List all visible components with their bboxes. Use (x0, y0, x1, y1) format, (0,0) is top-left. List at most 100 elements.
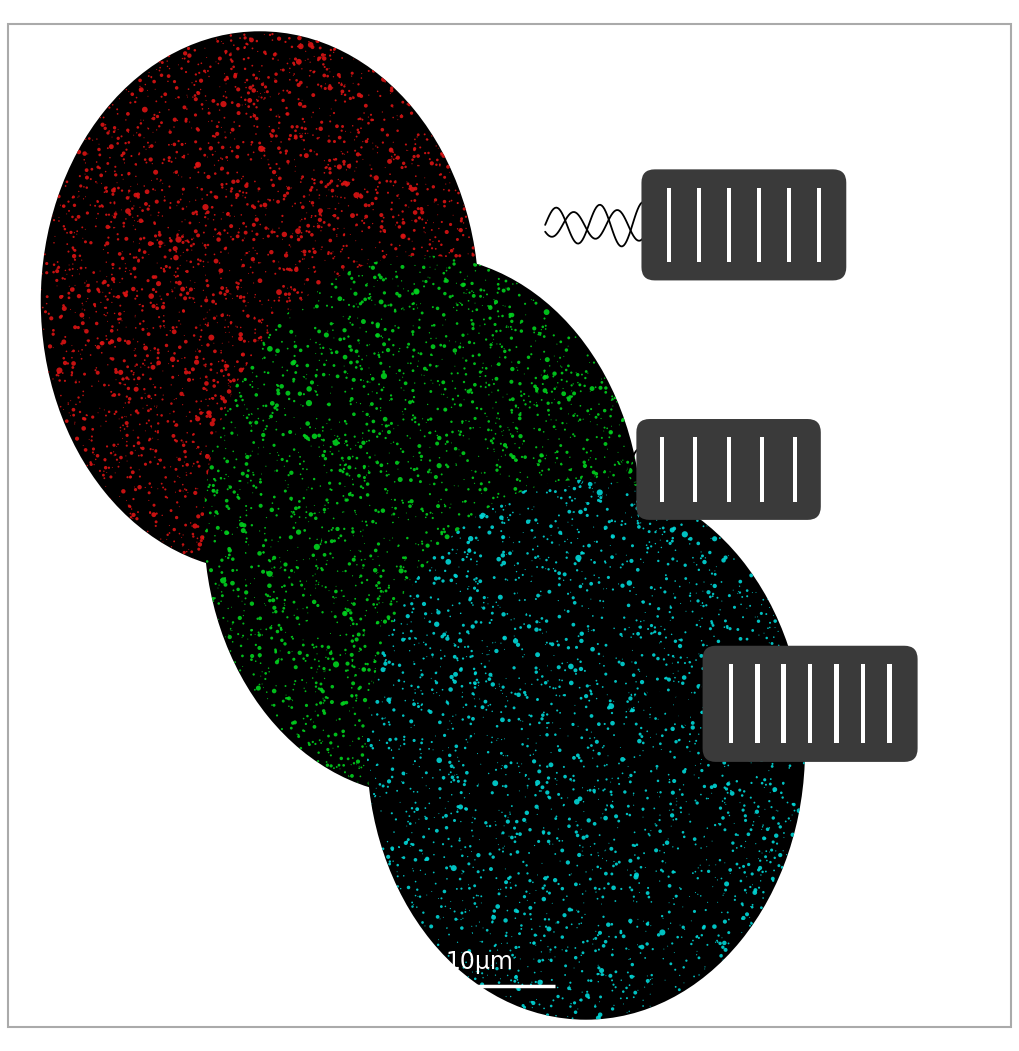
Point (437, 898, 453, 914)
Point (117, 263, 133, 280)
Point (170, 231, 186, 248)
Point (590, 492, 606, 509)
Point (373, 223, 389, 240)
Point (581, 452, 597, 469)
Point (331, 159, 347, 176)
Point (342, 409, 359, 426)
Point (237, 29, 254, 46)
Point (504, 449, 521, 466)
Point (150, 480, 166, 497)
Point (452, 841, 469, 858)
Point (377, 480, 393, 497)
Point (571, 523, 587, 540)
Point (358, 98, 374, 115)
Point (656, 844, 673, 861)
Point (487, 295, 503, 312)
Point (320, 744, 336, 761)
Point (344, 118, 361, 135)
Point (301, 512, 317, 529)
Point (392, 703, 409, 720)
Point (564, 710, 580, 727)
Point (471, 347, 487, 364)
Point (604, 704, 621, 721)
Point (621, 769, 637, 786)
Point (455, 285, 472, 302)
Point (487, 813, 503, 830)
Point (218, 524, 234, 541)
Point (162, 260, 178, 276)
Point (413, 678, 429, 695)
Point (531, 715, 547, 731)
Point (62, 408, 78, 425)
Point (414, 201, 430, 218)
Point (621, 941, 637, 957)
Point (393, 454, 410, 471)
Point (531, 683, 547, 700)
Point (642, 596, 658, 613)
Point (384, 194, 400, 211)
Point (431, 220, 447, 236)
Point (278, 247, 294, 264)
Point (276, 326, 292, 343)
Point (418, 414, 434, 431)
Point (529, 379, 545, 396)
Point (368, 746, 384, 763)
Point (383, 256, 399, 273)
Point (369, 295, 385, 312)
Point (266, 164, 282, 181)
Point (568, 813, 584, 830)
Point (571, 627, 587, 644)
Point (428, 664, 444, 681)
Point (376, 368, 392, 385)
Point (449, 194, 466, 211)
Point (440, 947, 457, 964)
Point (245, 521, 261, 538)
Point (329, 265, 345, 282)
Point (488, 762, 504, 779)
Point (248, 435, 264, 452)
Point (543, 801, 559, 818)
Point (249, 119, 265, 136)
Point (170, 57, 186, 74)
Point (719, 619, 736, 636)
Point (83, 234, 99, 251)
Point (214, 280, 230, 296)
Point (610, 444, 627, 460)
Point (122, 95, 139, 111)
Point (706, 627, 722, 644)
Point (326, 221, 342, 238)
Point (746, 745, 762, 762)
Point (118, 388, 135, 405)
Point (266, 292, 282, 309)
Point (562, 702, 579, 719)
Point (215, 88, 231, 105)
Point (202, 302, 218, 318)
Point (89, 192, 105, 209)
Point (443, 496, 460, 513)
Point (634, 939, 650, 955)
Point (531, 325, 547, 342)
Point (279, 473, 296, 490)
Point (180, 233, 197, 250)
Point (435, 909, 451, 926)
Point (194, 190, 210, 207)
Point (483, 336, 499, 353)
Point (409, 128, 425, 145)
Point (156, 313, 172, 330)
Point (424, 222, 440, 239)
Point (293, 284, 310, 301)
Point (420, 554, 436, 571)
Point (590, 956, 606, 973)
Point (157, 248, 173, 265)
Point (498, 318, 515, 335)
Point (770, 623, 787, 640)
Point (428, 430, 444, 447)
Point (672, 982, 688, 998)
Point (403, 248, 419, 265)
Point (200, 518, 216, 535)
Point (377, 652, 393, 668)
Point (483, 667, 499, 684)
Point (309, 696, 325, 713)
Point (245, 78, 261, 95)
Point (108, 362, 124, 378)
